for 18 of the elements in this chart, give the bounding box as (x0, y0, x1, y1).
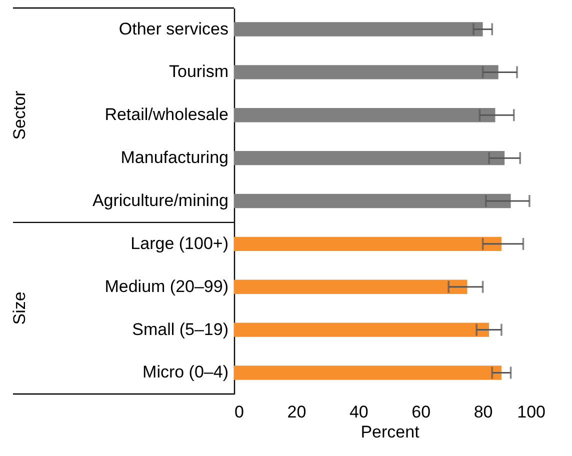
y-tick-label: Manufacturing (120, 148, 228, 168)
text: Size (10, 292, 29, 325)
y-tick-label: Large (100+) (130, 234, 228, 253)
x-tick-label: 20 (287, 402, 306, 422)
y-tick-label: Retail/wholesale (104, 105, 228, 124)
x-tick-label: 80 (474, 402, 493, 422)
y-tick-label: Small (5–19) (132, 320, 228, 339)
x-axis-title: Percent (360, 422, 420, 442)
y-tick-label: Tourism (168, 62, 228, 82)
text: Sector (10, 90, 29, 140)
y-tick-label: Other services (118, 19, 228, 38)
y-tick-label: Micro (0–4) (142, 362, 228, 382)
x-tick-label: 60 (412, 402, 431, 422)
x-tick-label: 100 (517, 402, 546, 422)
y-tick-label: Agriculture/mining (92, 191, 228, 210)
y-tick-label: Medium (20–99) (104, 276, 228, 296)
x-tick-label: 40 (349, 402, 368, 422)
x-tick-label: 0 (234, 402, 244, 422)
